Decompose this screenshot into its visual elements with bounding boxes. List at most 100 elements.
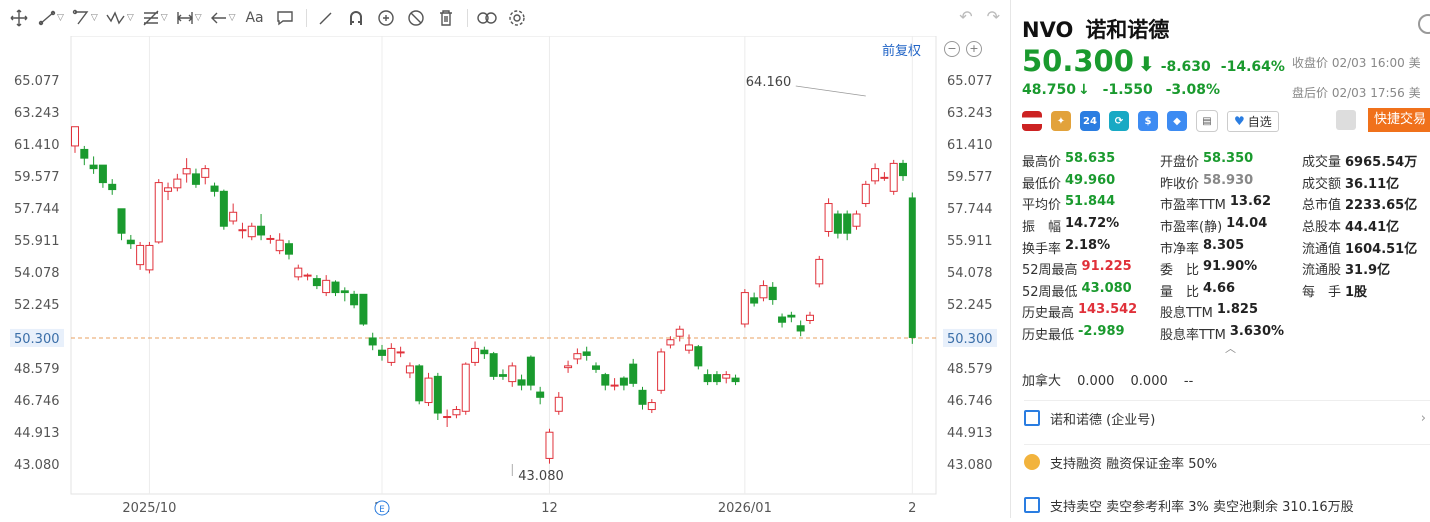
wave-icon[interactable]: ▽ bbox=[106, 7, 134, 29]
stat-label: 股息率TTM bbox=[1160, 328, 1226, 344]
company-account-row[interactable]: 诺和诺德 (企业号) › bbox=[1024, 400, 1430, 435]
annotation-leader bbox=[795, 85, 866, 97]
night-trade-icon[interactable]: ✦ bbox=[1051, 111, 1071, 131]
after-hours-change: -1.550 bbox=[1102, 82, 1153, 98]
stat-cell: 52周最低 43.080 bbox=[1022, 281, 1160, 300]
stat-label: 换手率 bbox=[1022, 241, 1062, 257]
down-arrow-icon: ⬇ bbox=[1137, 52, 1155, 76]
measure-icon[interactable]: ▽ bbox=[176, 7, 202, 29]
down-small-arrow-icon: ↓ bbox=[1078, 82, 1090, 98]
candle-body bbox=[498, 374, 507, 377]
stat-row: 振 幅 14.72% 市盈率(静) 14.04 总股本 44.41亿 bbox=[1022, 215, 1430, 237]
candle-body bbox=[312, 278, 321, 287]
delete-icon[interactable] bbox=[435, 7, 457, 29]
stat-cell: 市盈率(静) 14.04 bbox=[1160, 216, 1302, 235]
stat-value: 91.225 bbox=[1081, 259, 1132, 275]
candle-body bbox=[350, 293, 359, 306]
zoom-out-icon[interactable]: − bbox=[944, 41, 960, 57]
y-tick-label-left: 50.300 bbox=[14, 332, 60, 347]
candle-body bbox=[591, 365, 600, 370]
x-tick-label: 2025/10 bbox=[122, 501, 176, 516]
stat-value: 44.41亿 bbox=[1345, 220, 1400, 236]
comment-icon[interactable] bbox=[274, 7, 296, 29]
stat-cell: 52周最高 91.225 bbox=[1022, 259, 1160, 278]
candle-body bbox=[461, 363, 470, 412]
adjust-mode-link[interactable]: 前复权 bbox=[882, 44, 922, 59]
stat-value: 1604.51亿 bbox=[1345, 241, 1418, 257]
candle-body bbox=[759, 285, 768, 299]
crosshair-icon[interactable] bbox=[8, 7, 30, 29]
lock-icon[interactable] bbox=[375, 7, 397, 29]
chevron-right-icon: › bbox=[1420, 410, 1426, 426]
settings-icon[interactable] bbox=[506, 7, 528, 29]
panel-divider bbox=[1010, 0, 1011, 518]
candle-body bbox=[871, 168, 880, 182]
quick-trade-button[interactable]: 快捷交易 bbox=[1368, 108, 1430, 132]
heart-icon: ♥ bbox=[1234, 114, 1245, 128]
candle-body bbox=[685, 344, 694, 351]
candle-body bbox=[173, 178, 182, 189]
y-tick-label-right: 46.746 bbox=[947, 394, 993, 409]
annotation-label: 43.080 bbox=[518, 469, 564, 484]
company-account-label: 诺和诺德 (企业号) bbox=[1050, 412, 1156, 428]
tag-icon[interactable]: ◆ bbox=[1167, 111, 1187, 131]
candle-body bbox=[126, 239, 135, 245]
24h-icon[interactable]: 24 bbox=[1080, 111, 1100, 131]
document-icon[interactable]: ▤ bbox=[1196, 110, 1218, 132]
margin-row: 支持融资 融资保证金率 50% bbox=[1024, 444, 1430, 479]
dollar-icon[interactable]: $ bbox=[1138, 111, 1158, 131]
stat-cell: 委 比 91.90% bbox=[1160, 259, 1302, 278]
redo-icon[interactable]: ↷ bbox=[986, 7, 1000, 26]
watchlist-button[interactable]: ♥ 自选 bbox=[1227, 110, 1279, 132]
candle-body bbox=[629, 363, 638, 384]
stat-value: 58.635 bbox=[1065, 151, 1116, 167]
magnet-icon[interactable] bbox=[345, 7, 367, 29]
stat-value: 43.080 bbox=[1081, 280, 1132, 296]
stat-value: 1.825 bbox=[1216, 302, 1258, 318]
after-hours-time-label: 盘后价 02/03 17:56 美 bbox=[1292, 86, 1421, 100]
link-icon[interactable] bbox=[476, 7, 498, 29]
expand-chevron-icon[interactable]: ︿ bbox=[1225, 342, 1236, 355]
stat-row: 52周最高 91.225 委 比 91.90% 流通股 31.9亿 bbox=[1022, 258, 1430, 280]
arrow-icon[interactable]: ▽ bbox=[210, 7, 236, 29]
y-tick-label-left: 65.077 bbox=[14, 74, 60, 89]
candle-body bbox=[405, 365, 414, 374]
stat-value: 51.844 bbox=[1065, 194, 1116, 210]
candle-body bbox=[536, 391, 545, 398]
fib-icon[interactable]: ▽ bbox=[142, 7, 168, 29]
cycle-icon[interactable]: ⟳ bbox=[1109, 111, 1129, 131]
candle-body bbox=[722, 374, 731, 379]
gear-icon[interactable] bbox=[1418, 14, 1430, 34]
stat-cell: 振 幅 14.72% bbox=[1022, 216, 1160, 235]
stat-value: 36.11亿 bbox=[1345, 176, 1400, 192]
toolbar-divider bbox=[305, 9, 307, 27]
stat-row: 平均价 51.844 市盈率TTM 13.62 总市值 2233.65亿 bbox=[1022, 193, 1430, 215]
y-tick-label-left: 63.243 bbox=[14, 106, 60, 121]
stat-cell: 股息率TTM 3.630% bbox=[1160, 324, 1302, 343]
stat-cell: 量 比 4.66 bbox=[1160, 281, 1302, 300]
candle-body bbox=[80, 148, 89, 159]
polyline-icon[interactable]: ▽ bbox=[72, 7, 98, 29]
zoom-in-icon[interactable]: + bbox=[966, 41, 982, 57]
close-time-label: 收盘价 02/03 16:00 美 bbox=[1292, 56, 1421, 70]
pen-icon[interactable] bbox=[315, 7, 337, 29]
text-icon[interactable]: Aa bbox=[245, 10, 264, 26]
candle-body bbox=[238, 229, 247, 232]
y-tick-label-left: 46.746 bbox=[14, 394, 60, 409]
trendline-icon[interactable]: ▽ bbox=[38, 7, 64, 29]
candle-body bbox=[145, 244, 154, 271]
candle-body bbox=[182, 168, 191, 175]
stat-row: 历史最高 143.542 股息TTM 1.825 bbox=[1022, 301, 1430, 323]
stat-value: 143.542 bbox=[1078, 302, 1138, 318]
candle-body bbox=[731, 377, 740, 383]
stat-label: 每 手 bbox=[1302, 284, 1342, 300]
after-hours-price: 48.750 bbox=[1022, 82, 1077, 98]
ticker-symbol: NVO bbox=[1022, 18, 1074, 42]
candlestick-chart[interactable]: 65.077 65.077 63.243 63.243 61.410 61.410 59.5… bbox=[0, 36, 1010, 518]
earnings-marker-label: E bbox=[379, 505, 385, 515]
undo-icon[interactable]: ↶ bbox=[959, 7, 973, 26]
candle-body bbox=[471, 347, 480, 363]
bell-icon[interactable] bbox=[1336, 110, 1356, 130]
stat-value: 58.930 bbox=[1203, 172, 1254, 188]
hide-icon[interactable] bbox=[405, 7, 427, 29]
